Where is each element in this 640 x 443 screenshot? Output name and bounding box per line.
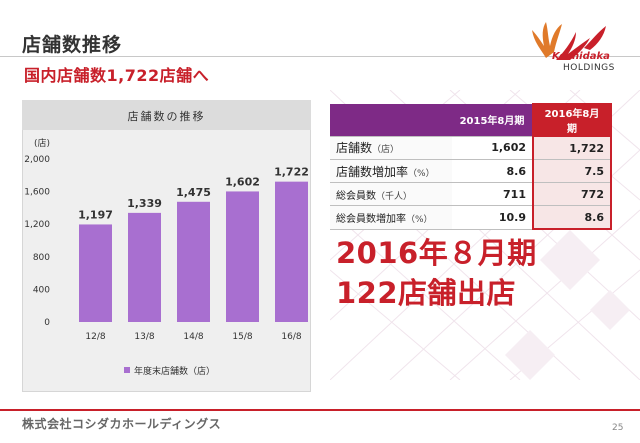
- value-2016: 772: [532, 182, 612, 206]
- header-2015: 2015年8月期: [452, 104, 533, 137]
- page-number: 25: [612, 423, 624, 433]
- background-pattern: [330, 90, 640, 380]
- row-label: 総会員数: [336, 190, 376, 202]
- bar-value-label: 1,722: [274, 166, 309, 179]
- value-2015: 1,602: [452, 136, 533, 160]
- value-2016: 1,722: [532, 136, 612, 160]
- bar-value-label: 1,602: [225, 175, 260, 188]
- table-row: 店舗数増加率（%） 8.6 7.5: [330, 159, 612, 183]
- y-tick-label: 0: [44, 318, 50, 328]
- table-corner: [330, 104, 452, 137]
- y-tick-label: 1,600: [24, 188, 50, 198]
- y-axis-unit: (店): [34, 137, 50, 149]
- koshidaka-logo: [532, 22, 606, 60]
- bar: [79, 224, 112, 322]
- value-2016: 8.6: [532, 205, 612, 230]
- logo-sub-text: HOLDINGS: [563, 63, 615, 73]
- row-label: 店舗数増加率: [336, 164, 409, 179]
- table-row: 店舗数（店） 1,602 1,722: [330, 136, 612, 160]
- logo-brand-text: Koshidaka: [552, 51, 610, 62]
- footer-company: 株式会社コシダカホールディングス: [22, 417, 222, 431]
- value-2016: 7.5: [532, 159, 612, 183]
- highlight-openings: 122店舗出店: [336, 276, 517, 310]
- row-unit: （%）: [408, 168, 435, 179]
- legend-swatch: [124, 367, 130, 373]
- header-2016: 2016年8月期: [532, 103, 612, 137]
- row-label: 総会員数増加率: [336, 213, 406, 225]
- bar-value-label: 1,197: [78, 208, 113, 221]
- row-unit: （%）: [406, 214, 433, 225]
- bar: [275, 181, 308, 322]
- bar-value-label: 1,339: [127, 197, 162, 210]
- footer-divider: [0, 409, 640, 411]
- row-unit: （店）: [372, 145, 400, 156]
- value-2015: 8.6: [452, 159, 533, 183]
- metrics-table: 2015年8月期 2016年8月期 店舗数（店） 1,602 1,722 店舗数…: [330, 103, 612, 230]
- row-label: 店舗数: [336, 141, 373, 156]
- y-tick-label: 800: [33, 253, 50, 263]
- x-tick-label: 12/8: [85, 332, 105, 342]
- y-tick-label: 1,200: [24, 220, 50, 230]
- store-count-chart: (店) 0 400 800 1,200 1,600 2,000 1,197 1,339 1,4…: [24, 137, 309, 377]
- x-tick-label: 14/8: [183, 332, 203, 342]
- chart-title: 店舗数の推移: [127, 110, 206, 123]
- highlight-period: 2016年８月期: [336, 236, 537, 270]
- y-tick-label: 400: [33, 285, 50, 295]
- table-row: 総会員数（千人） 711 772: [330, 182, 612, 206]
- bar: [128, 212, 161, 322]
- x-tick-label: 13/8: [134, 332, 154, 342]
- value-2015: 711: [452, 182, 533, 206]
- x-tick-label: 16/8: [281, 332, 301, 342]
- page-subtitle: 国内店舗数1,722店舗へ: [24, 66, 210, 85]
- table-row: 総会員数増加率（%） 10.9 8.6: [330, 205, 612, 230]
- title-divider: [0, 56, 640, 57]
- bar: [177, 201, 210, 322]
- bar: [226, 191, 259, 322]
- row-unit: （千人）: [376, 191, 413, 202]
- x-tick-label: 15/8: [232, 332, 252, 342]
- chart-panel: [22, 100, 311, 392]
- chart-header: [22, 100, 311, 130]
- y-tick-label: 2,000: [24, 155, 50, 165]
- page-title: 店舗数推移: [22, 34, 123, 56]
- value-2015: 10.9: [452, 205, 533, 230]
- legend-label: 年度末店舗数（店）: [134, 365, 215, 377]
- bar-value-label: 1,475: [176, 186, 211, 199]
